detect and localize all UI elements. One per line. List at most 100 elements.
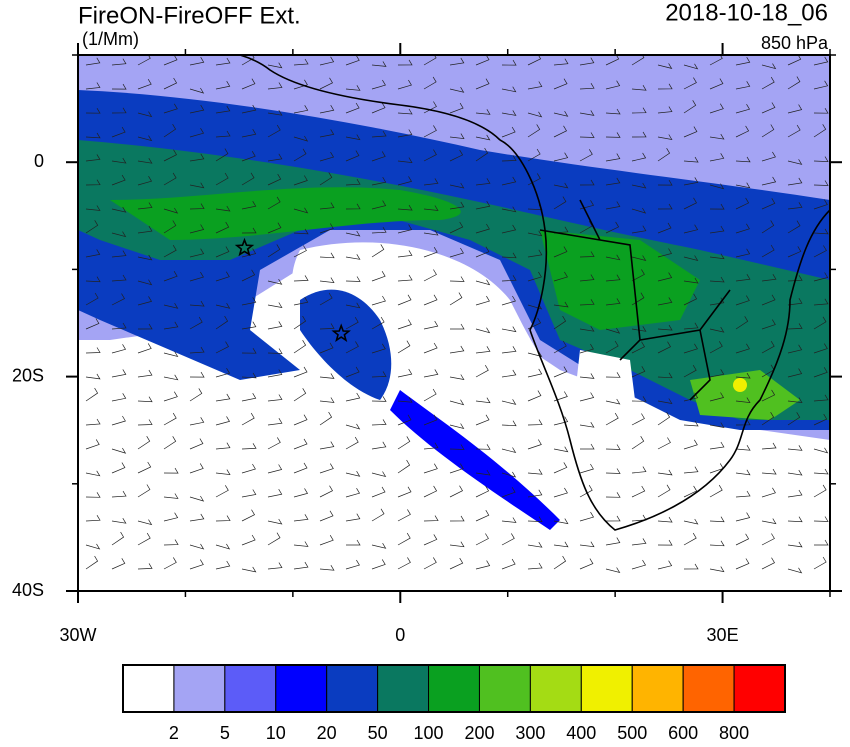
wind-barb [85,205,101,211]
wind-barb [501,275,517,282]
wind-barb [501,517,517,523]
colorbar-box [224,664,277,713]
wind-barb [85,154,101,162]
wind-barb [397,157,413,164]
wind-barb [319,565,335,571]
wind-barb [345,254,361,260]
wind-barb [761,533,775,546]
wind-barb [423,178,439,186]
wind-barb [813,272,829,282]
wind-barb [813,447,829,454]
wind-barb [345,341,359,354]
wind-barb [735,156,751,163]
wind-barb [189,203,205,210]
wind-barb [293,245,307,258]
wind-barb [345,134,361,141]
wind-barb [683,420,699,427]
wind-barb [553,541,569,548]
wind-barb [241,248,257,258]
wind-barb [293,315,307,330]
star-marker [234,237,255,257]
wind-barb [371,271,386,282]
wind-barb [85,108,101,114]
wind-barb [215,416,231,426]
wind-barb [579,83,595,90]
colorbar-label: 400 [566,723,596,743]
wind-barb [267,348,283,354]
colorbar-box [173,664,226,713]
wind-barb [527,390,542,402]
wind-barb [189,438,204,450]
wind-barb [319,252,335,259]
wind-barb [449,292,463,306]
wind-barb [371,316,385,330]
wind-barb [163,351,179,358]
wind-barb [761,294,776,306]
wind-barb [241,55,255,66]
wind-barb [267,196,281,210]
wind-barb [449,463,464,474]
wind-barb [189,300,205,307]
wind-barb [423,534,438,546]
wind-barb [735,343,750,354]
wind-barb [813,516,829,522]
wind-barb [189,182,205,189]
wind-barb [319,535,334,546]
wind-barb [657,148,671,162]
wind-barb [579,220,593,234]
wind-barb [267,173,282,186]
wind-barb [553,58,569,66]
wind-barb [137,55,151,66]
wind-barb [735,125,750,138]
wind-barb [527,351,543,357]
wind-barb [449,399,465,406]
wind-barb [319,56,335,66]
wind-barb [787,323,803,330]
wind-barb [397,532,411,546]
colorbar-label: 20 [317,723,337,743]
wind-barb [527,439,542,450]
wind-barb [475,178,491,186]
colorbar-label: 50 [368,723,388,743]
wind-barb [683,255,699,262]
wind-barb [111,157,127,164]
wind-barb [553,462,568,474]
wind-barb [657,203,673,210]
wind-barb [345,276,361,282]
wind-barb [85,470,101,477]
wind-barb [423,269,437,282]
wind-barb [423,101,437,114]
wind-barb [267,244,281,258]
wind-barb [657,324,673,331]
wind-barb [449,87,465,93]
wind-barb [709,276,725,283]
wind-barb [580,443,595,450]
wind-barb [735,104,751,114]
wind-barb [345,203,361,210]
wind-barb [371,295,386,306]
wind-barb [553,518,569,525]
wind-barb [631,85,647,91]
wind-barb [709,78,724,90]
wind-barb [475,201,491,210]
wind-barb [293,207,309,214]
wind-barb [683,224,699,234]
wind-barb [397,224,413,234]
wind-barb [163,103,178,114]
wind-barb [241,372,257,379]
lat-label: 0 [34,151,44,171]
wind-barb [657,83,673,90]
wind-barb [501,295,516,306]
wind-barb [293,388,307,402]
wind-barb [111,274,127,282]
wind-barb [787,344,803,354]
wind-barb [137,532,151,546]
colorbar-label: 300 [515,723,545,743]
wind-barb [631,538,647,546]
wind-barb [683,63,699,70]
wind-barb [215,469,231,476]
wind-barb [553,487,568,498]
wind-barb [293,541,309,547]
wind-barb [163,220,177,234]
